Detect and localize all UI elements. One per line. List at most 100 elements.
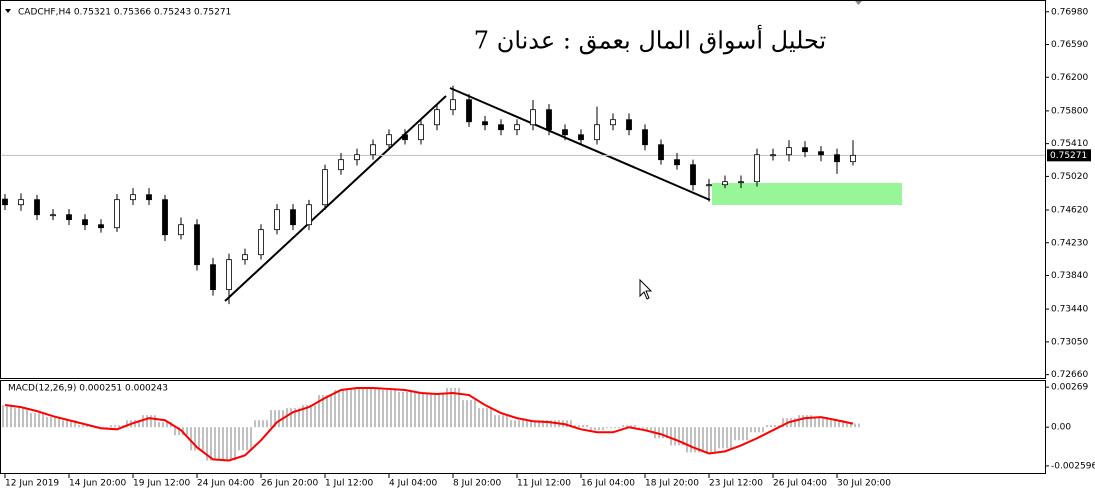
histogram-bar [662, 427, 664, 439]
histogram-bar [194, 427, 196, 451]
candle-body [850, 154, 856, 163]
histogram-bar [490, 408, 492, 428]
histogram-bar [618, 427, 620, 429]
y-tick-label: 0.76200 [1051, 73, 1088, 83]
x-tick-label: 16 Jul 04:00 [581, 479, 635, 489]
histogram-bar [538, 420, 540, 428]
histogram-bar [214, 427, 216, 461]
y-tick-label: 0.00 [1051, 423, 1071, 433]
histogram-bar [70, 420, 72, 428]
candle-body [610, 119, 616, 126]
histogram-bar [338, 389, 340, 428]
histogram-bar [854, 423, 856, 428]
histogram-bar [314, 405, 316, 428]
histogram-bar [590, 427, 592, 431]
histogram-bar [810, 415, 812, 428]
histogram-bar [202, 427, 204, 451]
histogram-bar [162, 422, 164, 428]
histogram-bar [842, 420, 844, 428]
candle-body [466, 99, 472, 123]
histogram-bar [430, 392, 432, 428]
histogram-bar [226, 427, 228, 461]
histogram-bar [246, 427, 248, 451]
histogram-bar [762, 427, 764, 433]
histogram-bar [582, 425, 584, 428]
histogram-bar [390, 389, 392, 428]
y-tick-label: 0.76980 [1051, 7, 1088, 17]
candle-body [386, 134, 392, 146]
histogram-bar [738, 427, 740, 441]
histogram-bar [494, 415, 496, 428]
histogram-bar [502, 415, 504, 428]
histogram-bar [250, 427, 252, 451]
histogram-bar [650, 427, 652, 431]
histogram-bar [646, 427, 648, 431]
histogram-bar [394, 389, 396, 428]
histogram-bar [206, 427, 208, 461]
histogram-bar [38, 413, 40, 428]
y-tick-label: 0.75800 [1051, 106, 1088, 116]
histogram-bar [482, 408, 484, 428]
candle-body [818, 151, 824, 156]
y-tick-label: -0.002596 [1051, 461, 1095, 471]
histogram-bar [222, 427, 224, 461]
candle-body [786, 147, 792, 156]
histogram-bar [362, 388, 364, 428]
histogram-bar [378, 388, 380, 428]
histogram-bar [334, 389, 336, 428]
histogram-bar [350, 388, 352, 428]
candle-body [370, 144, 376, 156]
histogram-bar [426, 392, 428, 428]
candle-body [226, 259, 232, 291]
histogram-bar [518, 420, 520, 428]
candle-body [274, 209, 280, 231]
candle-body [354, 154, 360, 161]
histogram-bar [470, 400, 472, 428]
histogram-bar [698, 427, 700, 453]
histogram-bar [746, 427, 748, 441]
histogram-bar [794, 418, 796, 428]
histogram-bar [150, 415, 152, 428]
histogram-bar [694, 427, 696, 453]
y-tick-label: 0.75410 [1051, 139, 1088, 149]
histogram-bar [2, 405, 4, 428]
histogram-bar [42, 413, 44, 428]
histogram-bar [386, 389, 388, 428]
histogram-bar [566, 420, 568, 428]
histogram-bar [626, 425, 628, 428]
candle-body [178, 224, 184, 236]
histogram-bar [454, 388, 456, 428]
histogram-bar [610, 427, 612, 429]
histogram-bar [322, 395, 324, 428]
x-tick-label: 14 Jun 20:00 [69, 479, 126, 489]
histogram-bar [58, 417, 60, 428]
histogram-bar [766, 425, 768, 428]
histogram-bar [702, 427, 704, 453]
histogram-bar [342, 389, 344, 428]
signal-line [4, 387, 854, 462]
candle-body [562, 129, 568, 136]
x-tick-label: 4 Jul 04:00 [389, 479, 438, 489]
histogram-bar [446, 388, 448, 428]
histogram-bar [366, 388, 368, 428]
histogram-bar [506, 415, 508, 428]
zone-rectangle [712, 183, 902, 205]
candle-body [642, 129, 648, 146]
histogram-bar [530, 420, 532, 428]
candle-body [258, 229, 264, 256]
histogram-bar [406, 392, 408, 428]
y-tick-label: 0.76590 [1051, 40, 1088, 50]
histogram-bar [474, 400, 476, 428]
candle-body [722, 181, 728, 186]
histogram-bar [434, 392, 436, 428]
histogram-bar [138, 420, 140, 428]
histogram-bar [706, 427, 708, 453]
histogram-bar [306, 405, 308, 428]
histogram-bar [46, 417, 48, 428]
y-tick-label: 0.75020 [1051, 172, 1088, 182]
last-price-box [1047, 149, 1091, 162]
histogram-bar [326, 395, 328, 428]
shift-marker [855, 1, 862, 5]
histogram-bar [398, 392, 400, 428]
plot-layer: 0.76980 0.76590 0.76200 0.75800 0.75410 0.750… [1, 7, 1095, 489]
